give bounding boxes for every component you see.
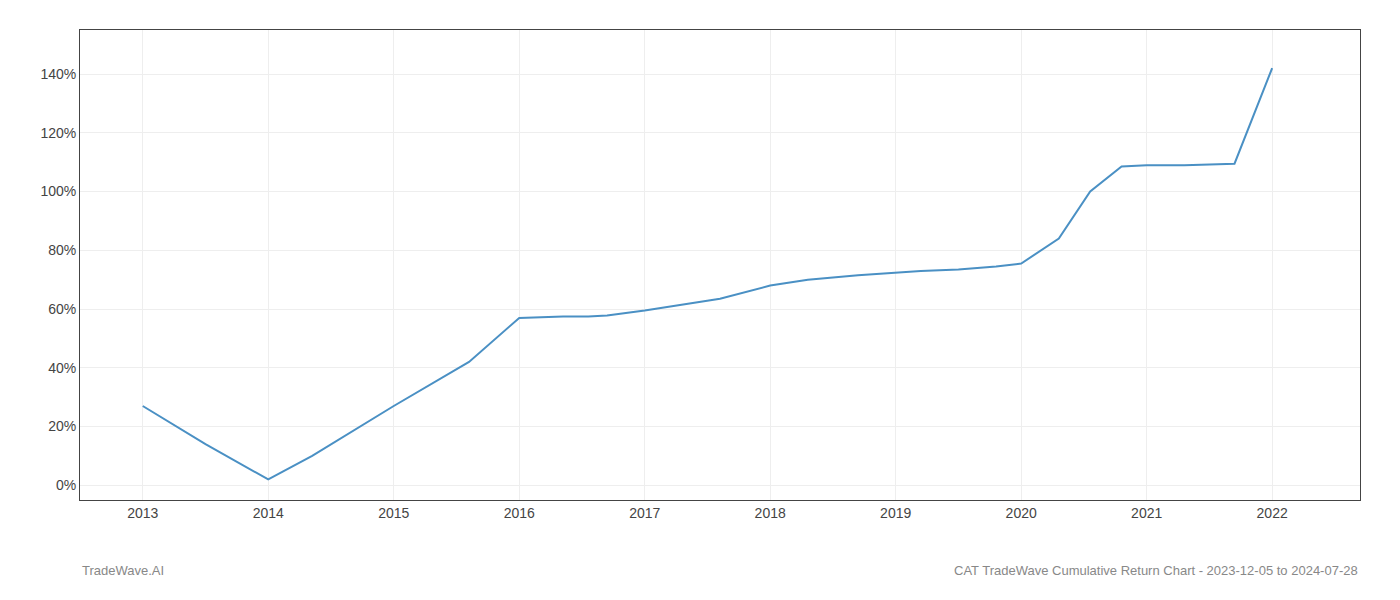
svg-text:2021: 2021: [1131, 505, 1162, 521]
svg-text:CAT TradeWave Cumulative Retur: CAT TradeWave Cumulative Return Chart - …: [954, 563, 1358, 578]
svg-text:100%: 100%: [40, 183, 76, 199]
svg-text:0%: 0%: [56, 477, 76, 493]
svg-text:120%: 120%: [40, 125, 76, 141]
svg-text:140%: 140%: [40, 66, 76, 82]
svg-text:40%: 40%: [48, 360, 76, 376]
svg-text:TradeWave.AI: TradeWave.AI: [82, 563, 164, 578]
svg-text:60%: 60%: [48, 301, 76, 317]
svg-text:2017: 2017: [629, 505, 660, 521]
svg-text:20%: 20%: [48, 418, 76, 434]
svg-text:2014: 2014: [253, 505, 284, 521]
svg-text:2018: 2018: [755, 505, 786, 521]
svg-text:2015: 2015: [378, 505, 409, 521]
svg-text:2016: 2016: [504, 505, 535, 521]
svg-text:80%: 80%: [48, 242, 76, 258]
svg-text:2022: 2022: [1257, 505, 1288, 521]
svg-text:2020: 2020: [1006, 505, 1037, 521]
svg-text:2013: 2013: [127, 505, 158, 521]
svg-text:2019: 2019: [880, 505, 911, 521]
